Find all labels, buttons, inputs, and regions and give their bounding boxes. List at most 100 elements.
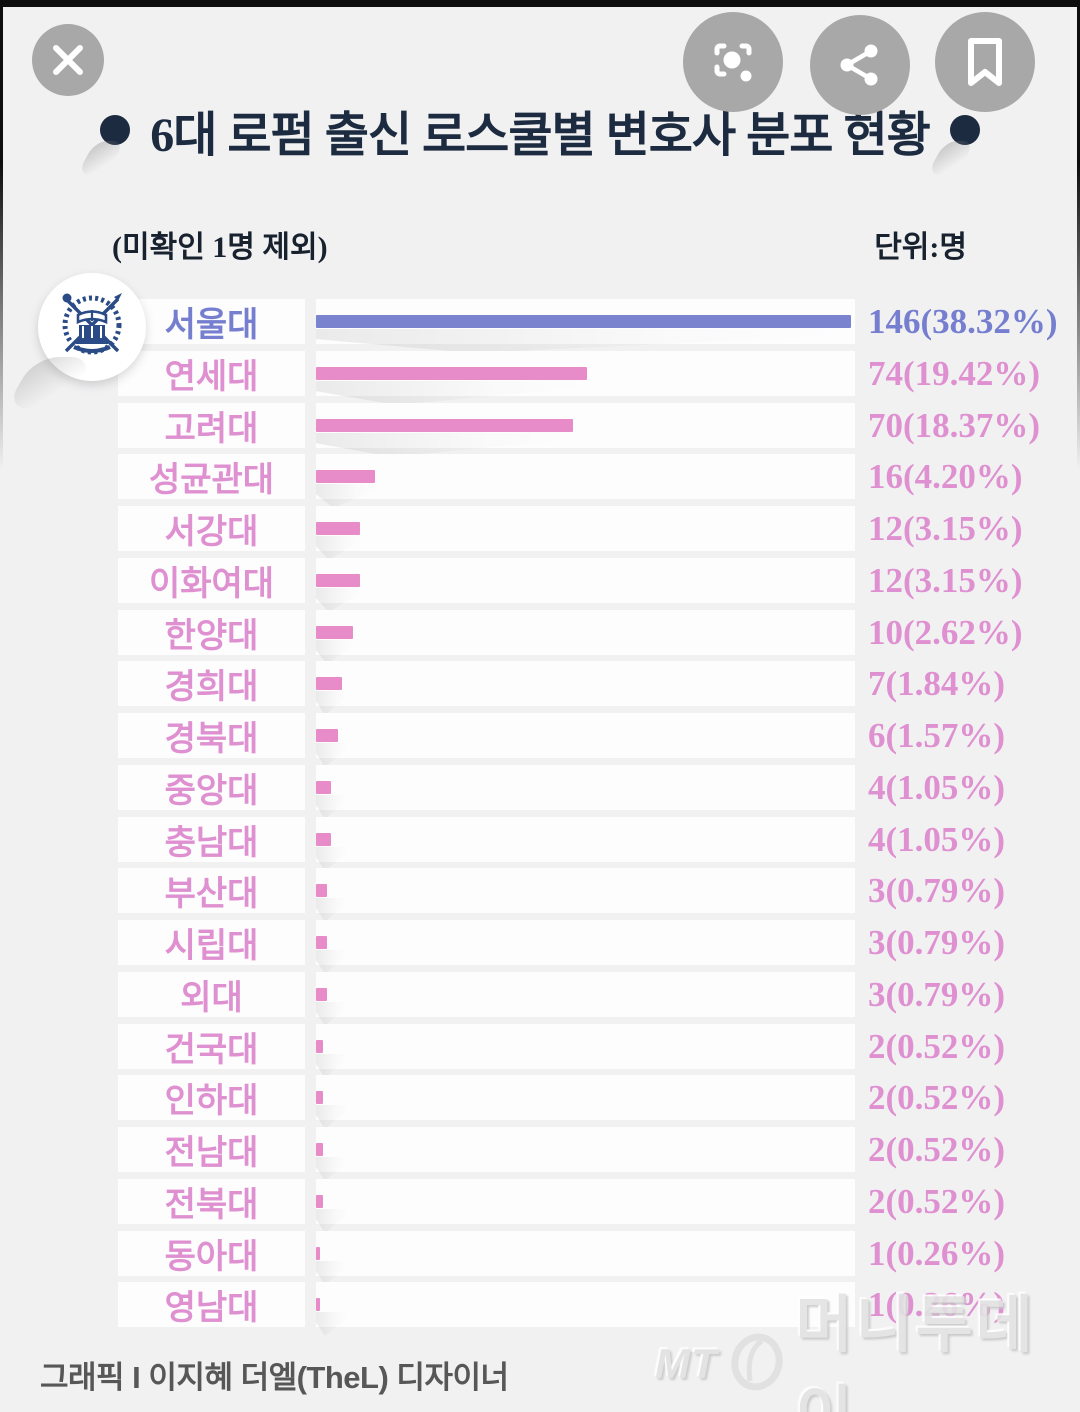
bar-track bbox=[316, 713, 855, 767]
bar-shadow bbox=[316, 484, 374, 508]
chart-row-7: 한양대 10(2.62%) bbox=[0, 610, 1080, 664]
bar bbox=[316, 781, 331, 794]
bar-shadow bbox=[316, 950, 346, 974]
school-label: 전남대 bbox=[164, 1135, 259, 1172]
bar bbox=[316, 833, 331, 846]
chart-row-5: 서강대 12(3.15%) bbox=[0, 506, 1080, 560]
bar bbox=[316, 419, 573, 432]
value-label: 74(19.42%) bbox=[868, 353, 1041, 393]
title-text: 6대 로펌 출신 로스쿨별 변호사 분포 현황 bbox=[150, 95, 931, 165]
school-label: 시립대 bbox=[164, 928, 259, 965]
bookmark-button[interactable] bbox=[935, 12, 1035, 112]
mt-circle-logo-icon bbox=[728, 1331, 786, 1398]
school-label-box: 시립대 bbox=[118, 920, 305, 965]
chart-row-11: 충남대 4(1.05%) bbox=[0, 817, 1080, 871]
moneytoday-text: 머니투데이 bbox=[795, 1291, 1036, 1412]
chart-row-13: 시립대 3(0.79%) bbox=[0, 920, 1080, 974]
school-label: 전북대 bbox=[164, 1187, 259, 1224]
value-label: 12(3.15%) bbox=[868, 508, 1023, 548]
chart-row-19: 동아대 1(0.26%) bbox=[0, 1231, 1080, 1285]
value-label: 10(2.62%) bbox=[868, 612, 1023, 652]
school-label-box: 인하대 bbox=[118, 1075, 305, 1120]
chart-row-6: 이화여대 12(3.15%) bbox=[0, 558, 1080, 612]
value-label: 70(18.37%) bbox=[868, 405, 1041, 445]
value-label: 2(0.52%) bbox=[868, 1181, 1006, 1221]
school-label-box: 충남대 bbox=[118, 817, 305, 862]
snu-seal-icon bbox=[52, 285, 132, 370]
school-label: 서울대 bbox=[164, 307, 259, 344]
bar-shadow bbox=[316, 1157, 346, 1181]
school-label-box: 이화여대 bbox=[118, 558, 305, 603]
bar-shadow bbox=[316, 381, 582, 405]
bar-shadow bbox=[316, 898, 346, 922]
school-label: 외대 bbox=[180, 980, 243, 1017]
bar-shadow bbox=[316, 1105, 346, 1129]
bar bbox=[316, 729, 338, 742]
share-button[interactable] bbox=[810, 15, 910, 115]
bar-track bbox=[316, 972, 855, 1026]
bar-track bbox=[316, 1282, 855, 1336]
school-label-box: 건국대 bbox=[118, 1024, 305, 1069]
school-label-box: 고려대 bbox=[118, 403, 305, 448]
bar-shadow bbox=[316, 691, 346, 715]
close-icon bbox=[51, 43, 85, 77]
bar bbox=[316, 1040, 323, 1053]
value-label: 2(0.52%) bbox=[868, 1026, 1006, 1066]
school-label-box: 중앙대 bbox=[118, 765, 305, 810]
bar-track bbox=[316, 1024, 855, 1078]
bar-track bbox=[316, 351, 855, 405]
bar-shadow bbox=[316, 795, 346, 819]
mt-logo-text: MT bbox=[655, 1340, 718, 1387]
chart-row-8: 경희대 7(1.84%) bbox=[0, 661, 1080, 715]
chart-row-3: 고려대 70(18.37%) bbox=[0, 403, 1080, 457]
title-rest: 출신 로스쿨별 변호사 분포 현황 bbox=[313, 109, 931, 162]
school-label-box: 연세대 bbox=[118, 351, 305, 396]
lens-search-button[interactable] bbox=[683, 12, 783, 112]
bar-track bbox=[316, 299, 855, 353]
chart-row-14: 외대 3(0.79%) bbox=[0, 972, 1080, 1026]
bar-track bbox=[316, 920, 855, 974]
chart-row-16: 인하대 2(0.52%) bbox=[0, 1075, 1080, 1129]
close-button[interactable] bbox=[32, 24, 104, 96]
chart-row-9: 경북대 6(1.57%) bbox=[0, 713, 1080, 767]
bar-shadow bbox=[316, 1312, 346, 1336]
value-label: 3(0.79%) bbox=[868, 870, 1006, 910]
bar-track bbox=[316, 454, 855, 508]
value-label: 4(1.05%) bbox=[868, 819, 1006, 859]
value-label: 1(0.26%) bbox=[868, 1284, 1006, 1324]
bar-track bbox=[316, 765, 855, 819]
bar-track bbox=[316, 1231, 855, 1285]
chart-row-2: 연세대 74(19.42%) bbox=[0, 351, 1080, 405]
value-label: 2(0.52%) bbox=[868, 1077, 1006, 1117]
bar-track bbox=[316, 661, 855, 715]
value-label: 12(3.15%) bbox=[868, 560, 1023, 600]
bar-shadow bbox=[316, 743, 346, 767]
bar-track bbox=[316, 817, 855, 871]
school-label-box: 경희대 bbox=[118, 661, 305, 706]
value-label: 4(1.05%) bbox=[868, 767, 1006, 807]
school-label: 부산대 bbox=[164, 876, 259, 913]
moneytoday-watermark: MT 머니투데이 bbox=[655, 1291, 1080, 1412]
graphic-credit: 그래픽 I 이지혜 더엘(TheL) 디자이너 bbox=[40, 1360, 509, 1395]
chart-row-12: 부산대 3(0.79%) bbox=[0, 868, 1080, 922]
bar bbox=[316, 367, 587, 380]
school-label: 충남대 bbox=[164, 825, 259, 862]
value-label: 146(38.32%) bbox=[868, 301, 1058, 341]
bar bbox=[316, 677, 342, 690]
university-emblem bbox=[38, 273, 146, 381]
school-label-box: 외대 bbox=[118, 972, 305, 1017]
bar-track bbox=[316, 403, 855, 457]
exclusion-note: (미확인 1명 제외) bbox=[112, 231, 328, 264]
school-label-box: 전남대 bbox=[118, 1127, 305, 1172]
bar-track bbox=[316, 868, 855, 922]
school-label: 서강대 bbox=[164, 514, 259, 551]
chart-row-18: 전북대 2(0.52%) bbox=[0, 1179, 1080, 1233]
chart-row-15: 건국대 2(0.52%) bbox=[0, 1024, 1080, 1078]
chart-row-10: 중앙대 4(1.05%) bbox=[0, 765, 1080, 819]
school-label: 인하대 bbox=[164, 1083, 259, 1120]
bar-track bbox=[316, 1075, 855, 1129]
bar-track bbox=[316, 506, 855, 560]
bar bbox=[316, 315, 851, 328]
bar bbox=[316, 1195, 323, 1208]
bar-shadow bbox=[316, 1209, 346, 1233]
